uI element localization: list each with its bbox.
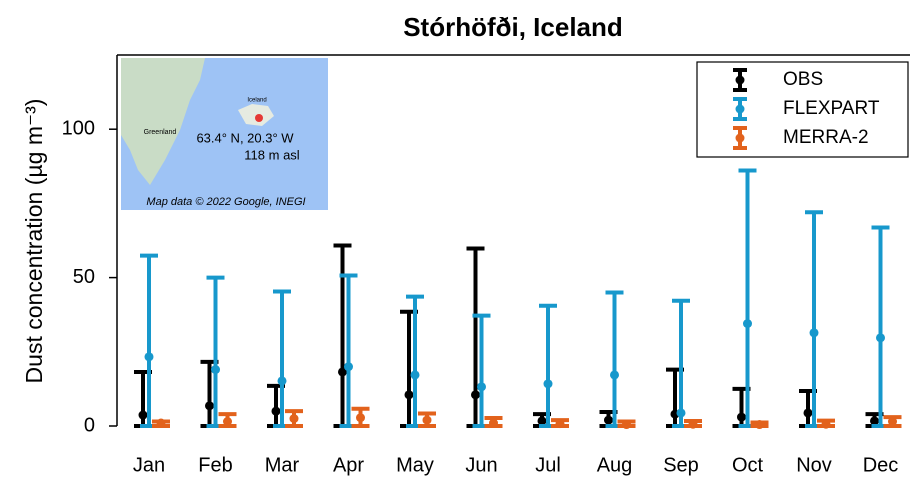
- y-tick-label: 50: [73, 266, 95, 288]
- point: [404, 390, 414, 400]
- legend-label: OBS: [783, 69, 823, 90]
- point: [737, 412, 746, 422]
- point: [344, 362, 353, 372]
- point: [489, 418, 498, 428]
- point: [604, 415, 613, 425]
- legend-label: MERRA-2: [783, 127, 869, 148]
- point: [610, 370, 619, 380]
- legend-box: [696, 61, 909, 158]
- point: [755, 420, 764, 430]
- point: [870, 416, 879, 426]
- point: [888, 417, 897, 427]
- map-credit: Map data © 2022 Google, INEGI: [146, 196, 305, 208]
- x-tick-label: May: [396, 454, 434, 476]
- legend-point: [735, 133, 745, 143]
- legend-point: [735, 75, 745, 85]
- point: [156, 418, 166, 428]
- point: [410, 370, 420, 380]
- point: [356, 413, 365, 423]
- map-pin: [255, 114, 263, 122]
- point: [471, 390, 480, 400]
- point: [271, 406, 281, 416]
- point: [676, 408, 686, 418]
- x-tick-label: Mar: [265, 454, 300, 476]
- point: [289, 414, 299, 424]
- x-tick-label: Feb: [198, 454, 232, 476]
- point: [144, 352, 154, 362]
- point: [743, 319, 752, 329]
- point: [211, 365, 220, 375]
- point: [537, 416, 547, 426]
- point: [277, 376, 287, 386]
- point: [543, 379, 553, 389]
- x-tick-label: Jun: [465, 454, 497, 476]
- point: [803, 408, 813, 418]
- x-tick-label: Aug: [597, 454, 633, 476]
- map-label: Iceland: [247, 98, 266, 104]
- x-tick-label: Nov: [796, 454, 832, 476]
- map-coords: 63.4° N, 20.3° W: [196, 130, 294, 145]
- y-axis-label: Dust concentration (µg m⁻³): [21, 99, 47, 384]
- legend-label: FLEXPART: [783, 98, 880, 119]
- inset-map: Greenland Iceland 63.4° N, 20.3° W 118 m…: [121, 58, 328, 210]
- point: [622, 420, 631, 430]
- point: [223, 417, 232, 427]
- x-tick-label: Dec: [863, 454, 899, 476]
- y-tick-label: 0: [84, 414, 95, 436]
- point: [876, 333, 885, 343]
- x-tick-label: Jul: [535, 454, 561, 476]
- point: [555, 419, 565, 429]
- point: [477, 382, 486, 392]
- x-tick-label: Apr: [333, 454, 364, 476]
- point: [688, 419, 698, 429]
- map-greenland: [121, 58, 205, 185]
- y-tick-label: 100: [62, 117, 95, 139]
- map-altitude: 118 m asl: [244, 147, 300, 162]
- point: [338, 367, 347, 377]
- x-tick-label: Oct: [732, 454, 764, 476]
- map-iceland: [238, 104, 274, 126]
- x-tick-label: Jan: [133, 454, 165, 476]
- map-label: Greenland: [144, 129, 177, 136]
- point: [205, 401, 214, 411]
- point: [809, 328, 819, 338]
- point: [138, 410, 148, 420]
- point: [821, 419, 831, 429]
- point: [422, 415, 432, 425]
- x-tick-label: Sep: [663, 454, 699, 476]
- legend-point: [735, 104, 745, 114]
- chart-title: Stórhöfði, Iceland: [403, 12, 623, 42]
